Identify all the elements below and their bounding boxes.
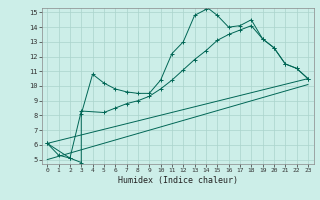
X-axis label: Humidex (Indice chaleur): Humidex (Indice chaleur): [118, 176, 237, 185]
